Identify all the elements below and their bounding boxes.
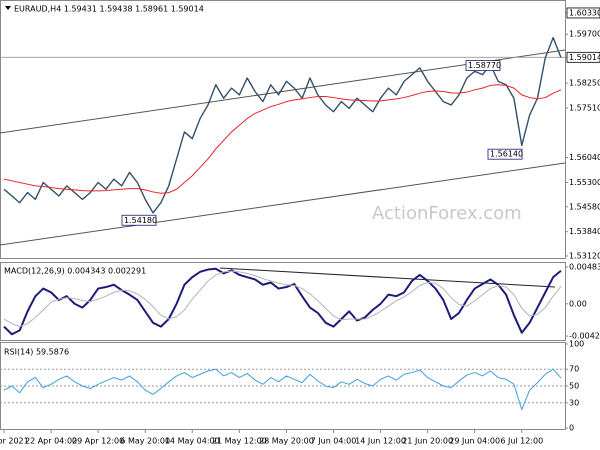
y-tick-label: 30	[569, 398, 579, 407]
watermark: ActionForex.com	[372, 203, 522, 224]
x-tick-label: 21 Jun 20:00	[402, 437, 453, 446]
y-tick-label: 50	[569, 382, 579, 391]
menu-icon	[5, 6, 11, 10]
channel-lower	[0, 162, 566, 246]
x-tick-label: 6 Jul 12:00	[500, 437, 543, 446]
y-tick-label: 1.57510	[569, 104, 600, 113]
y-tick-label: 1.58250	[569, 79, 600, 88]
x-tick-label: 14 Apr 2021	[0, 437, 29, 446]
price-box	[566, 51, 600, 63]
x-tick-label: 14 Jun 12:00	[355, 437, 406, 446]
series-line	[3, 368, 562, 411]
panel-title: RSI(14) 59.5876	[4, 348, 69, 357]
x-tick-label: 7 Jun 04:00	[311, 437, 357, 446]
macd-panel	[0, 262, 566, 341]
x-tick-label: 14 May 04:00	[165, 437, 220, 446]
series-line	[3, 36, 562, 214]
x-tick-label: 22 Apr 04:00	[25, 437, 77, 446]
annotation-box	[465, 60, 501, 71]
x-tick-label: 28 May 20:00	[259, 437, 314, 446]
y-tick-label: 0	[569, 424, 574, 433]
y-tick-label: 1.55300	[569, 178, 600, 187]
annotation-box	[487, 148, 523, 160]
annotation-label: 1.56140	[490, 150, 523, 159]
y-tick-label: 1.54580	[569, 202, 600, 211]
main-panel	[0, 0, 566, 259]
y-tick-label: 1.53120	[569, 251, 600, 260]
series-line	[3, 84, 562, 194]
y-tick-label: 1.59700	[569, 30, 600, 39]
series-line	[3, 267, 562, 336]
y-tick-label: 1.56040	[569, 153, 600, 162]
series-line	[3, 270, 562, 328]
y-tick-label: 100	[569, 340, 584, 349]
x-tick-label: 6 May 20:00	[120, 437, 170, 446]
panel-title: MACD(12,26,9) 0.004343 0.002291	[4, 267, 146, 276]
x-tick-label: 29 Apr 12:00	[72, 437, 124, 446]
y-tick-label: 0.00	[569, 299, 587, 308]
panel-title: EURAUD,H4 1.59431 1.59438 1.58961 1.5901…	[14, 5, 204, 14]
y-tick-label: 0.004837	[569, 262, 600, 271]
y-tick-label: 1.53840	[569, 227, 600, 236]
annotation-label: 1.54180	[124, 216, 157, 225]
y-tick-label: 1.59014	[569, 53, 600, 62]
y-tick-label: 1.60330	[569, 8, 600, 17]
price-box	[566, 7, 600, 19]
annotation-label: 1.58770	[468, 61, 501, 70]
x-tick-label: 29 Jun 04:00	[449, 437, 500, 446]
x-tick-label: 21 May 12:00	[212, 437, 267, 446]
y-tick-label: 70	[569, 365, 579, 374]
annotation-box	[121, 214, 157, 226]
macd-trendline	[219, 267, 556, 288]
y-tick-label: -0.004237	[569, 332, 600, 341]
